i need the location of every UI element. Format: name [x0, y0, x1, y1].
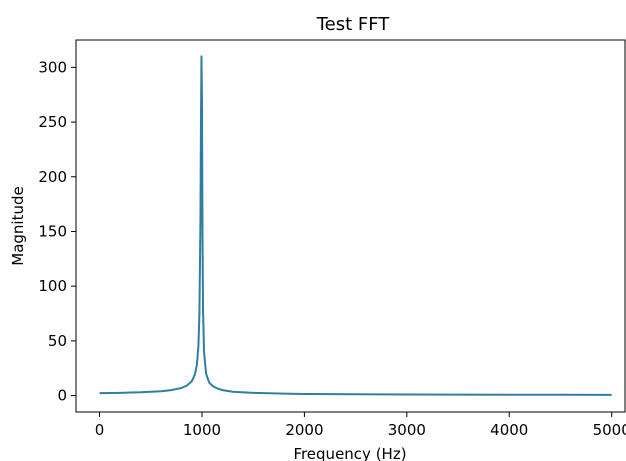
y-tick-label: 200 — [38, 168, 67, 186]
y-tick-label: 0 — [57, 387, 67, 405]
x-tick-label: 4000 — [490, 421, 528, 439]
plot-area-frame — [75, 39, 626, 413]
y-tick-label: 100 — [38, 277, 67, 295]
x-tick-label: 3000 — [388, 421, 426, 439]
y-tick-label: 300 — [38, 58, 67, 76]
x-tick-label: 1000 — [183, 421, 221, 439]
chart-title: Test FFT — [316, 14, 391, 35]
x-tick-label: 0 — [95, 421, 105, 439]
y-tick-label: 50 — [48, 332, 67, 350]
y-axis-label: Magnitude — [9, 186, 27, 265]
x-axis-label: Frequency (Hz) — [293, 445, 406, 461]
series-line — [99, 55, 612, 396]
y-tick-label: 250 — [38, 113, 67, 131]
x-tick-label: 2000 — [285, 421, 323, 439]
y-axis-ticks: 0 50 100 150 200 250 300 — [38, 58, 76, 405]
series-layer — [99, 55, 612, 396]
y-tick-label: 150 — [38, 222, 67, 240]
